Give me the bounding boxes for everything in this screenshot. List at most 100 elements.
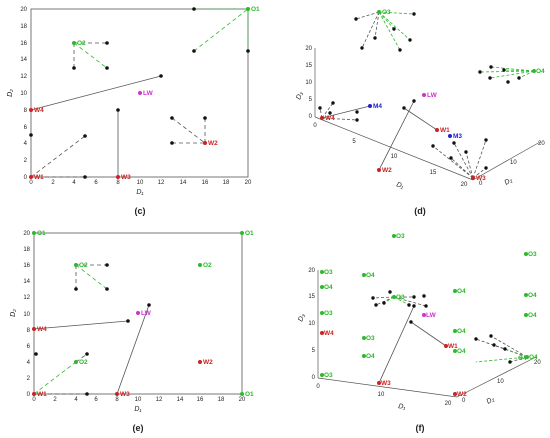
panel-caption: (f)	[416, 423, 425, 433]
x-tick-label: 0	[316, 384, 320, 390]
node-marker	[489, 334, 493, 338]
node-marker	[29, 108, 33, 112]
connection-line	[453, 142, 474, 179]
node-marker	[246, 7, 250, 11]
x-axis-line	[314, 116, 474, 181]
y-tick-label: 10	[497, 379, 504, 385]
node-marker	[320, 331, 324, 335]
y-tick-label: 14	[23, 279, 30, 285]
y-tick-label: 0	[479, 181, 483, 187]
node-marker	[320, 373, 324, 377]
x-tick-label: 20	[245, 180, 252, 186]
node-marker	[318, 106, 322, 110]
node-marker	[484, 138, 488, 142]
panel-f-connections	[372, 296, 528, 384]
node-marker	[464, 150, 468, 154]
node-label: LW	[141, 310, 152, 317]
node-marker	[126, 319, 130, 323]
panel-d-labels: O3 O4 M4 W4 LW W1 M3 W2 W3	[325, 9, 545, 182]
y-tick-label: 4	[27, 360, 31, 366]
connection-line	[375, 296, 395, 306]
panel-e-axes-frame	[33, 232, 243, 395]
node-marker	[170, 141, 174, 145]
x-tick-label: 15	[430, 170, 437, 176]
node-marker	[484, 166, 488, 170]
panel-f-labels: O3 O3 O3 O4 O4 O3 O4 O4 O3 O3 O4 O4 W4 L…	[324, 233, 538, 398]
node-marker	[448, 134, 452, 138]
node-label: W1	[440, 127, 450, 134]
z-axis-label: D₃	[295, 91, 304, 101]
node-marker	[362, 354, 366, 358]
connection-line	[30, 75, 162, 111]
y-tick-label: 6	[27, 344, 31, 350]
connection-line	[489, 70, 535, 79]
node-marker	[192, 7, 196, 11]
node-label: O3	[324, 269, 333, 276]
connection-line	[33, 361, 77, 395]
node-label: W2	[382, 167, 392, 174]
y-tick-label: 20	[23, 231, 30, 237]
node-label: W2	[457, 391, 467, 398]
node-label: O4	[518, 355, 527, 362]
node-marker	[355, 118, 359, 122]
node-marker	[492, 343, 496, 347]
node-marker	[377, 168, 381, 172]
x-tick-label: 16	[197, 397, 204, 403]
y-tick-label: 4	[24, 141, 28, 147]
node-marker	[105, 287, 109, 291]
node-label: O4	[528, 312, 537, 319]
node-marker	[422, 93, 426, 97]
panel-d: 0 5 10 15 20 0 5 10 15 20 0 10 20 D₁ D₂ …	[295, 9, 545, 216]
node-marker	[29, 133, 33, 137]
connection-line	[321, 117, 358, 121]
node-marker	[105, 263, 109, 267]
x-tick-label: 10	[137, 180, 144, 186]
y-axis-label: D₂	[7, 89, 14, 97]
y-tick-label: 0	[24, 175, 28, 181]
connection-line	[75, 353, 88, 363]
panel-e-labels: O1 O1 O2 O2 LW W4 O2 W2 W1 W3 O1	[37, 230, 254, 398]
node-label: W1	[34, 174, 44, 181]
connection-line	[490, 66, 535, 72]
node-marker	[29, 175, 33, 179]
node-label: W1	[448, 343, 458, 350]
node-marker	[147, 303, 151, 307]
node-marker	[407, 303, 411, 307]
node-marker	[116, 108, 120, 112]
node-label: W3	[121, 174, 131, 181]
node-label: O2	[79, 262, 88, 269]
node-marker	[34, 352, 38, 356]
connection-line	[321, 105, 371, 119]
node-marker	[532, 69, 536, 73]
node-marker	[422, 313, 426, 317]
node-marker	[444, 344, 448, 348]
x-axis-label: D₁	[395, 181, 405, 190]
panel-c-x-ticks: 0 2 4 6 8 10 12 14 16 18 20	[29, 180, 252, 186]
z-tick-label: 5	[309, 97, 313, 103]
node-marker	[424, 304, 428, 308]
node-marker	[412, 295, 416, 299]
node-marker	[136, 311, 140, 315]
y-tick-label: 20	[534, 360, 541, 366]
node-label: O4	[529, 354, 538, 361]
panel-c-connections	[30, 8, 249, 178]
node-label: O2	[203, 262, 212, 269]
node-marker	[435, 128, 439, 132]
y-tick-label: 2	[24, 158, 28, 164]
node-marker	[72, 66, 76, 70]
node-marker	[431, 144, 435, 148]
y-tick-label: 12	[23, 295, 30, 301]
node-label: LW	[143, 90, 154, 97]
node-label: O3	[528, 251, 537, 258]
y-tick-label: 16	[23, 263, 30, 269]
node-marker	[85, 352, 89, 356]
x-axis-label: D₁	[136, 189, 144, 196]
x-tick-label: 12	[156, 397, 163, 403]
node-label: O3	[396, 294, 405, 301]
z-tick-label: 20	[308, 268, 315, 274]
y-tick-label: 10	[23, 312, 30, 318]
node-label: O1	[245, 391, 254, 398]
x-tick-label: 2	[51, 180, 55, 186]
node-label: O3	[324, 310, 333, 317]
x-tick-label: 18	[218, 397, 225, 403]
